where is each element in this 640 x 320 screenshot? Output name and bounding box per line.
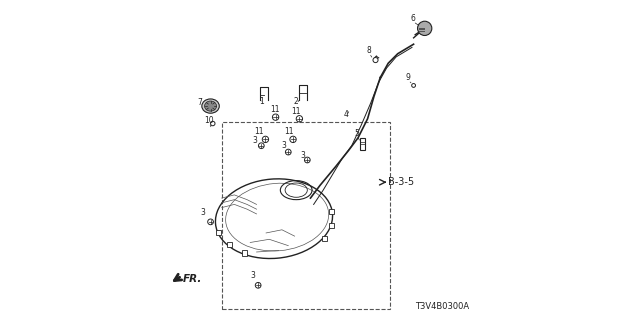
Bar	[419, 31, 421, 32]
Text: 2: 2	[294, 97, 299, 106]
Bar	[216, 230, 221, 235]
Ellipse shape	[417, 21, 432, 36]
Circle shape	[285, 149, 291, 155]
Circle shape	[373, 58, 378, 63]
Text: 3: 3	[201, 208, 205, 217]
Text: 10: 10	[204, 116, 214, 125]
Bar	[421, 28, 423, 30]
Circle shape	[259, 143, 264, 148]
Bar	[227, 242, 232, 247]
Bar	[424, 31, 426, 32]
Text: FR.: FR.	[183, 274, 202, 284]
Circle shape	[208, 219, 213, 225]
Bar	[242, 251, 247, 256]
Circle shape	[273, 114, 279, 120]
Text: 8: 8	[367, 46, 372, 55]
Text: 3: 3	[281, 141, 286, 150]
Bar	[329, 223, 334, 228]
Text: 5: 5	[355, 129, 360, 138]
Text: 3: 3	[253, 136, 257, 146]
Text: 4: 4	[344, 109, 348, 118]
Circle shape	[305, 157, 310, 163]
Text: 11: 11	[291, 107, 301, 116]
Text: 11: 11	[270, 105, 280, 114]
Circle shape	[211, 121, 215, 126]
Circle shape	[296, 116, 303, 122]
Text: 3: 3	[301, 151, 306, 160]
Bar	[329, 209, 334, 214]
Text: B-3-5: B-3-5	[388, 177, 414, 187]
Ellipse shape	[205, 101, 216, 111]
Circle shape	[262, 136, 269, 142]
Text: 7: 7	[198, 99, 202, 108]
Text: 1: 1	[259, 97, 264, 106]
Circle shape	[412, 84, 415, 87]
Bar	[360, 138, 365, 150]
Text: 11: 11	[254, 127, 264, 136]
Text: 6: 6	[410, 14, 415, 23]
Text: T3V4B0300A: T3V4B0300A	[415, 302, 469, 311]
Bar	[424, 28, 426, 30]
Bar	[421, 31, 423, 32]
Text: 3: 3	[250, 271, 255, 280]
Text: 9: 9	[406, 73, 411, 82]
Text: 11: 11	[284, 127, 294, 136]
Circle shape	[290, 136, 296, 142]
Ellipse shape	[202, 99, 220, 113]
Bar	[419, 28, 421, 30]
Circle shape	[255, 283, 261, 288]
Bar	[221, 122, 390, 309]
Bar	[323, 236, 328, 241]
